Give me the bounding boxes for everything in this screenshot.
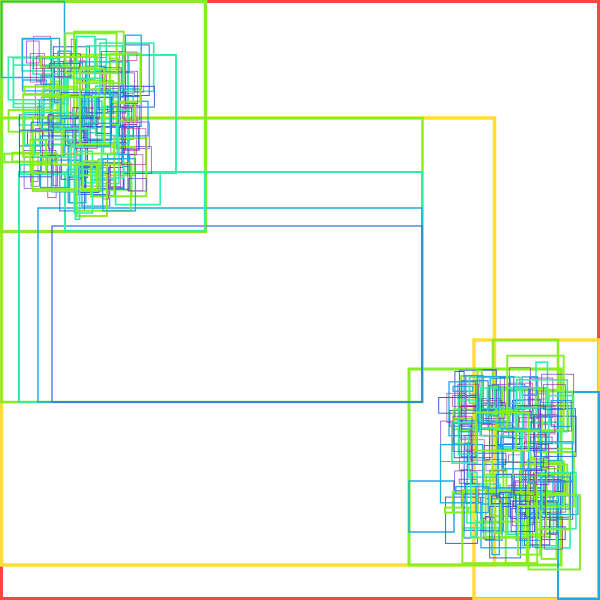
- top-left-cluster-box-155: [124, 70, 138, 104]
- bottom-right-cluster-box-154: [544, 517, 564, 550]
- top-left-cluster-box-145: [64, 32, 118, 75]
- bottom-right-cluster-box-160: [482, 460, 494, 482]
- top-left-cluster-box-156: [41, 88, 101, 98]
- bottom-right-cluster-box-135: [521, 376, 538, 396]
- bottom-right-cluster-box-75: [519, 417, 534, 423]
- top-left-cluster-box-150: [78, 68, 106, 146]
- top-left-cluster-box-115: [21, 37, 61, 92]
- bottom-right-cluster-box-138: [548, 520, 558, 535]
- bottom-right-cluster-box-108: [453, 423, 493, 459]
- top-left-cluster-box-163: [70, 145, 83, 178]
- bottom-right-cluster-box-141: [465, 374, 484, 422]
- top-left-cluster-box-153: [36, 55, 43, 82]
- bottom-right-cluster-box-137: [466, 452, 507, 465]
- bottom-right-cluster-box-163: [477, 375, 515, 424]
- bottom-right-cluster-box-50: [440, 420, 472, 462]
- bottom-right-cluster-box-140: [509, 500, 540, 520]
- top-left-cluster-box-82: [113, 137, 148, 198]
- bottom-right-cluster-box-188: [474, 411, 530, 452]
- top-left-cluster-box-22: [99, 42, 155, 93]
- top-left-cluster-box-112: [73, 150, 94, 214]
- top-left-cluster-box-142: [102, 67, 122, 87]
- top-left-cluster-box-168: [83, 93, 119, 124]
- top-left-cluster-box-65: [50, 80, 61, 127]
- bottom-right-cluster-box-171: [540, 405, 556, 435]
- top-left-cluster-box-167: [47, 114, 54, 150]
- cluster-layer: [3, 30, 581, 571]
- bottom-right-cluster-box-180: [499, 376, 505, 403]
- top-left-cluster-box-149: [74, 117, 98, 149]
- top-left-cluster-box-101: [30, 170, 40, 187]
- top-left-cluster-box-166: [48, 63, 80, 69]
- middle-indigo-frame-rect: [51, 225, 423, 403]
- bottom-right-cluster-box-147: [548, 394, 575, 445]
- top-left-cluster-box-164: [125, 122, 140, 151]
- top-left-cluster-box-108: [127, 178, 147, 192]
- bottom-right-cluster-box-189: [475, 485, 489, 514]
- bottom-right-cluster-box-176: [516, 505, 542, 556]
- bottom-right-cluster-box-179: [494, 498, 502, 535]
- bottom-right-cluster-box-19: [537, 390, 574, 450]
- bottom-right-cluster-box-116: [444, 506, 470, 514]
- bottom-right-cluster-box-153: [491, 494, 500, 556]
- bottom-right-cluster-box-165: [515, 378, 569, 433]
- bottom-right-cluster-box-129: [485, 458, 506, 472]
- bottom-right-cluster-box-184: [514, 474, 536, 496]
- top-left-cluster-box-118: [26, 40, 40, 64]
- bottom-right-cluster-box-173: [452, 415, 473, 452]
- bottom-right-cluster-box-167: [469, 471, 478, 538]
- bottom-right-cluster-box-181: [495, 473, 513, 499]
- right-cluster-left-box-rect: [408, 480, 455, 533]
- bottom-right-cluster-box-161: [451, 421, 479, 464]
- top-left-cluster-box-148: [107, 106, 133, 112]
- bottom-right-cluster-box-69: [452, 417, 475, 445]
- bottom-right-cluster-box-152: [510, 507, 536, 532]
- top-left-cluster-box-46: [94, 85, 134, 137]
- bottom-right-cluster-box-114: [544, 480, 567, 513]
- top-left-cluster-box-97: [134, 85, 145, 93]
- bottom-right-cluster-box-172: [501, 428, 542, 470]
- bottom-right-cluster-box-90: [461, 489, 528, 565]
- right-cluster-top-box-rect: [491, 338, 560, 392]
- top-left-cluster-box-165: [39, 56, 99, 69]
- bottom-right-cluster-box-34: [452, 385, 474, 392]
- bottom-right-cluster-box-100: [488, 469, 508, 518]
- bottom-right-cluster-box-119: [468, 427, 523, 478]
- bottom-right-cluster-box-170: [528, 441, 574, 483]
- bottom-right-cluster-box-151: [525, 469, 546, 518]
- top-left-cluster-box-71: [66, 168, 103, 193]
- top-left-cluster-box-78: [89, 163, 133, 198]
- bottom-right-cluster-box-186: [543, 384, 566, 410]
- bottom-right-cluster-box-183: [543, 456, 550, 468]
- bottom-right-cluster-box-164: [506, 354, 565, 432]
- bottom-right-green-frame-rect: [407, 367, 563, 567]
- top-left-cluster-box-169: [33, 138, 76, 158]
- bottom-right-cluster-box-130: [489, 506, 521, 559]
- top-left-cluster-box-132: [122, 126, 139, 151]
- bottom-right-cluster-box-185: [490, 495, 501, 504]
- top-left-cluster-box-158: [102, 158, 137, 212]
- top-left-cluster-box-75: [123, 105, 140, 121]
- top-left-cluster-box-14: [119, 51, 138, 61]
- bottom-right-cluster-box-70: [541, 461, 561, 470]
- bottom-right-cluster-box-177: [540, 476, 571, 510]
- bottom-right-cluster-box-143: [527, 494, 581, 571]
- top-left-cluster-box-135: [12, 57, 54, 109]
- top-left-cluster-box-144: [38, 99, 62, 124]
- bottom-right-cluster-box-187: [488, 384, 499, 417]
- top-left-cluster-box-162: [19, 129, 53, 178]
- bottom-right-cluster-box-175: [512, 501, 530, 527]
- top-left-cluster-box-159: [120, 128, 147, 166]
- bottom-right-cluster-box-169: [550, 399, 572, 428]
- bottom-right-cluster-box-166: [439, 443, 484, 504]
- top-left-cluster-box-92: [122, 107, 132, 120]
